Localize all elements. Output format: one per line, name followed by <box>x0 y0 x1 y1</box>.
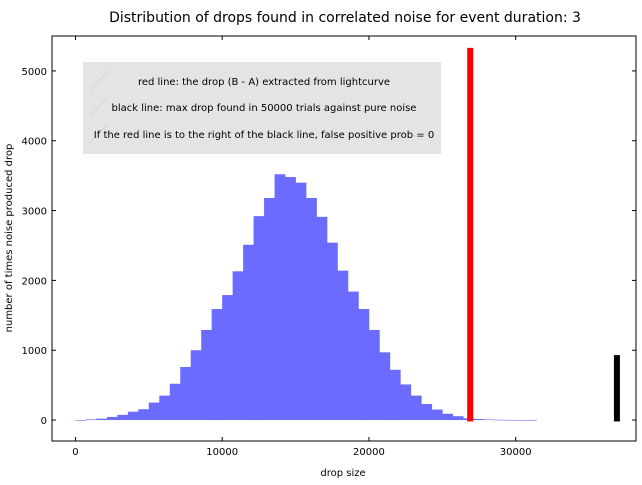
histogram-bar <box>347 291 359 421</box>
histogram-bar <box>96 418 108 421</box>
histogram-bar <box>169 383 181 421</box>
histogram-bar <box>410 395 422 421</box>
y-axis-label: number of times noise produced drop <box>4 144 15 333</box>
x-tick-label: 20000 <box>353 447 385 458</box>
histogram-bar <box>211 309 223 421</box>
y-tick-label: 2000 <box>22 276 47 287</box>
histogram-bar <box>431 409 443 421</box>
histogram-bar <box>305 198 317 421</box>
y-tick-label: 5000 <box>22 67 47 78</box>
histogram-bar <box>222 295 234 421</box>
histogram-bar <box>159 395 171 421</box>
histogram-bar <box>190 350 202 421</box>
histogram-bar <box>316 216 328 421</box>
legend-text-black-line: black line: max drop found in 50000 tria… <box>112 103 417 114</box>
histogram-bar <box>127 411 139 421</box>
legend: red line: the drop (B - A) extracted fro… <box>83 62 441 154</box>
x-axis-label: drop size <box>320 468 365 479</box>
legend-text-red-line: red line: the drop (B - A) extracted fro… <box>138 77 390 88</box>
histogram-bar <box>295 182 307 421</box>
histogram-bar <box>358 309 370 421</box>
histogram-bar <box>232 271 244 421</box>
histogram-bar <box>243 244 254 421</box>
histogram-bar <box>75 420 87 421</box>
histogram-bar <box>505 419 516 421</box>
histogram-bars <box>75 174 537 421</box>
histogram-bar <box>117 414 129 421</box>
chart-title: Distribution of drops found in correlate… <box>109 10 581 26</box>
y-tick-label: 1000 <box>22 346 47 357</box>
histogram-bar <box>494 419 506 421</box>
y-tick-label: 3000 <box>22 207 47 218</box>
histogram-bar <box>473 419 485 421</box>
histogram-bar <box>389 369 401 421</box>
legend-swatch-note <box>89 123 109 144</box>
histogram-bar <box>285 177 296 421</box>
histogram-bar <box>85 419 97 421</box>
histogram-bar <box>452 416 464 421</box>
histogram-bar <box>253 216 265 421</box>
y-tick-label: 0 <box>41 416 47 427</box>
legend-swatch-red-line <box>89 70 109 92</box>
x-tick-label: 10000 <box>206 447 238 458</box>
histogram-bar <box>138 409 150 421</box>
histogram-bar <box>515 419 527 421</box>
histogram-bar <box>180 366 192 421</box>
histogram-bar <box>264 198 275 421</box>
histogram-bar <box>400 384 412 421</box>
histogram-bar <box>368 329 380 421</box>
histogram-bar <box>525 420 537 421</box>
histogram-bar <box>442 413 454 421</box>
histogram-bar <box>484 419 495 421</box>
histogram-bar <box>106 416 118 421</box>
legend-text-note: If the red line is to the right of the b… <box>94 130 434 141</box>
histogram-bar <box>421 403 433 421</box>
histogram-bar <box>201 329 213 421</box>
legend-swatch-black-line <box>89 96 109 117</box>
histogram-bar <box>379 352 391 421</box>
histogram-bar <box>337 270 349 421</box>
axes: 0 10000 20000 30000 0 1000 2000 3000 4000 5000 <box>22 36 636 458</box>
red-marker-line <box>467 47 474 422</box>
x-tick-label: 30000 <box>500 447 532 458</box>
black-marker-line <box>613 355 620 422</box>
y-tick-label: 4000 <box>22 137 47 148</box>
histogram-bar <box>326 242 338 421</box>
legend-background <box>83 62 441 154</box>
marker-lines <box>467 47 620 422</box>
histogram-bar <box>274 174 286 421</box>
x-tick-label: 0 <box>72 447 78 458</box>
histogram-bar <box>148 402 160 421</box>
